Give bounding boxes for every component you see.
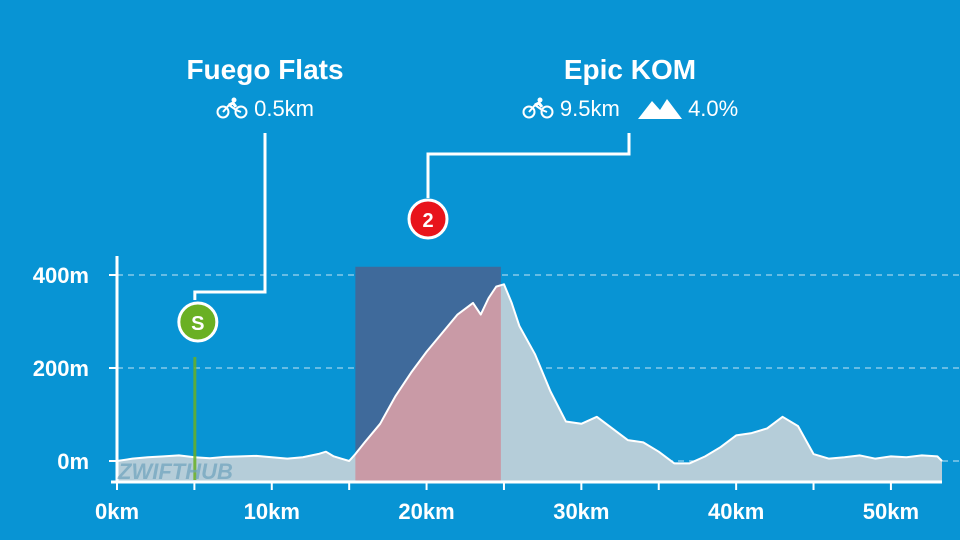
mountain-icon [632,96,688,121]
y-axis-ticks: 0m 200m 400m [33,263,117,474]
x-tick-label: 10km [244,499,300,524]
bike-icon [522,96,560,121]
kom-marker [407,198,449,240]
x-tick-label: 40km [708,499,764,524]
segment-stats: 0.5km [150,94,380,124]
segment-markers: S2 [177,133,631,480]
sprint-leader-line [193,133,267,300]
segment-annotation-fuego-flats: Fuego Flats 0.5km [150,54,380,124]
x-tick-label: 50km [863,499,919,524]
x-tick-label: 20km [398,499,454,524]
elevation-line [116,283,943,465]
highlight-area [355,285,501,482]
segment-title: Fuego Flats [186,54,344,85]
bike-icon [216,96,254,121]
elevation-series [116,283,943,482]
kom-marker-label: 2 [422,210,433,232]
segment-grade: 4.0% [688,96,739,121]
x-tick-label: 0km [95,499,139,524]
y-tick-label: 400m [33,263,89,288]
kom-leader-line [426,133,631,198]
sprint-marker-label: S [191,313,204,335]
x-axis-ticks: 0km 10km 20km 30km 40km 50km [95,482,919,524]
x-tick-label: 30km [553,499,609,524]
sprint-marker [177,301,219,343]
segment-distance: 0.5km [254,96,315,121]
segment-title: Epic KOM [563,54,697,85]
watermark: ZWIFTHUB [117,459,233,484]
segment-distance: 9.5km [559,96,620,121]
y-tick-label: 0m [57,449,89,474]
y-tick-label: 200m [33,356,89,381]
segment-stats: 9.5km 4.0% [480,94,780,124]
segment-annotation-epic-kom: Epic KOM 9.5km 4.0% [480,54,780,124]
elevation-area [117,284,942,482]
